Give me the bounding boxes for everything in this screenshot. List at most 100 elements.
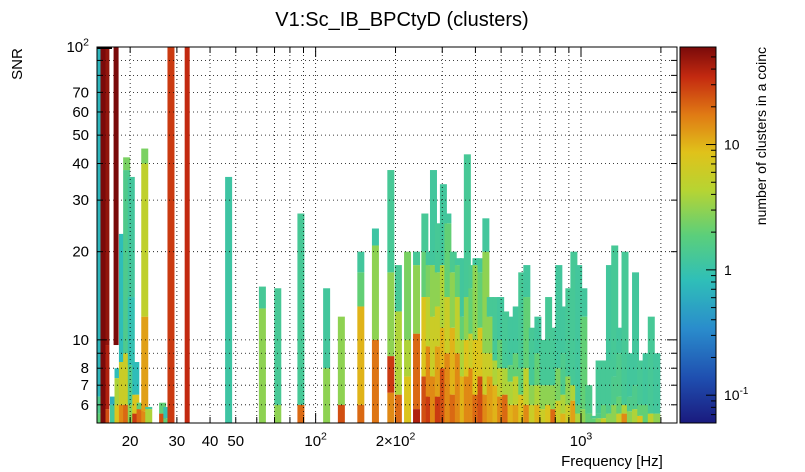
heatmap-cell [145,409,153,423]
heatmap-cell [429,316,437,377]
heatmap-cell [605,360,613,405]
heatmap-cell [621,404,629,414]
heatmap-cell [560,353,568,395]
heatmap-cell [550,385,558,410]
heatmap-cell [632,409,640,423]
heatmap-cell [459,339,467,377]
heatmap-cell [387,392,395,423]
heatmap-cell [159,402,167,414]
heatmap-cell [512,353,520,377]
heatmap-cell [454,353,462,423]
heatmap-cell [595,418,603,423]
y-tick-label: 8 [81,360,89,377]
heatmap-cell [123,353,131,405]
heatmap-cell [507,365,515,382]
x-tick-label: 102 [304,430,327,450]
heatmap-cell [512,376,520,405]
heatmap-cell [323,368,331,423]
heatmap-cell [637,360,645,405]
heatmap-cell [590,415,598,419]
heatmap-cell [600,418,608,423]
heatmap-cell [297,213,305,405]
heatmap-cell [600,360,608,405]
heatmap-cell [387,170,395,273]
heatmap-cell [497,396,505,423]
heatmap-cell [258,308,266,423]
heatmap-cell [565,376,573,405]
heatmap-cell [621,413,629,423]
heatmap-cell [570,385,578,401]
heatmap-cell [523,297,531,369]
heatmap-cell [507,381,515,405]
heatmap-cell [560,306,568,354]
heatmap-cell [555,400,563,423]
heatmap-cell [468,333,476,369]
heatmap-cell [123,157,131,171]
heatmap-cell [477,376,485,423]
heatmap-cell [486,376,494,423]
heatmap-cell [167,47,175,423]
heatmap-cell [585,385,593,414]
heatmap-cell [468,368,476,423]
y-tick-label: 10 [72,332,89,349]
heatmap-cell [632,385,640,410]
heatmap-cell [477,327,485,377]
heatmap-cell [534,385,542,405]
heatmap-cell [114,368,122,379]
heatmap-cell [605,404,613,414]
heatmap-cell [425,265,433,298]
heatmap-cell [482,251,490,354]
heatmap-cell [394,311,402,395]
heatmap-cell [512,404,520,423]
x-tick-label: 20 [122,433,139,450]
heatmap-cell [539,409,547,423]
heatmap-cell [486,353,494,377]
heatmap-cell [434,306,442,347]
heatmap-cell [425,297,433,347]
heatmap-cell [626,353,634,397]
heatmap-cell [570,400,578,423]
y-tick-label: 6 [81,397,89,414]
heatmap-cell [118,233,126,363]
y-tick-label: 20 [72,244,89,261]
heatmap-cell [502,368,510,395]
heatmap-cell [463,339,471,377]
heatmap-cell [507,316,515,366]
heatmap-cell [575,413,583,423]
heatmap-cell [127,365,135,405]
y-axis-label: SNR [9,48,26,80]
heatmap-cell [486,297,494,317]
heatmap-cell [585,413,593,423]
heatmap-cell [486,316,494,354]
heatmap-cell [413,265,421,334]
heatmap-cell [637,415,645,423]
heatmap-cell [528,327,536,386]
heatmap-cell [371,339,379,423]
heatmap-cell [507,404,515,423]
y-tick-label: 50 [72,127,89,144]
heatmap-cell [632,272,640,386]
heatmap-cell [621,251,629,405]
heatmap-cell [141,411,149,423]
x-tick-label: 2×102 [376,430,416,450]
heatmap-cell [421,251,429,298]
heatmap-cell [518,272,526,369]
heatmap-cell [497,368,505,397]
heatmap-cell [463,297,471,340]
heatmap-cell [102,409,110,423]
heatmap-cell [449,251,457,273]
heatmap-cell [555,368,563,401]
vertical-line-mark [113,47,119,346]
heatmap-cell [371,245,379,340]
heatmap-cell [132,362,140,395]
chart-title: V1:Sc_IB_BPCtyD (clusters) [275,9,528,31]
heatmap-cell [539,385,547,410]
heatmap-cell [439,368,447,423]
x-tick-label: 40 [202,433,219,450]
heatmap-cell [611,245,619,377]
heatmap-cell [454,265,462,298]
heatmap-cell [109,396,117,405]
x-tick-label: 50 [227,433,244,450]
heatmap-cell [413,409,421,423]
heatmap-cell [580,288,588,317]
